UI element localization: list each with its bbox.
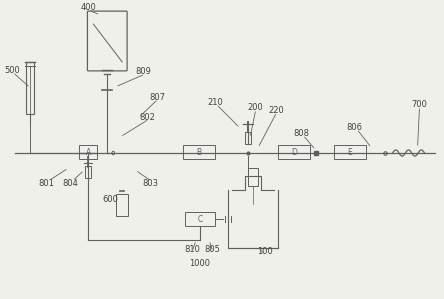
Text: 220: 220 [268,106,284,115]
Text: 807: 807 [149,92,165,101]
Text: 809: 809 [135,68,151,77]
Text: 400: 400 [80,4,96,13]
Bar [79,145,97,159]
Text: 500: 500 [4,65,20,74]
Text: 804: 804 [63,179,78,187]
Bar [278,145,310,159]
Bar [116,194,128,216]
Text: 810: 810 [184,245,200,254]
Bar [27,62,35,114]
Text: 700: 700 [412,100,428,109]
Text: 806: 806 [347,123,363,132]
Text: B: B [197,147,202,156]
Text: 210: 210 [207,97,223,106]
Text: C: C [198,214,202,223]
Bar [183,145,215,159]
Text: 803: 803 [142,179,158,187]
Bar [248,168,258,186]
Text: 805: 805 [204,245,220,254]
Bar [334,145,366,159]
Bar [185,212,215,226]
Text: 200: 200 [247,103,263,112]
Text: 100: 100 [257,248,273,257]
Bar [85,166,91,178]
Text: E: E [347,147,352,156]
Text: A: A [86,147,91,156]
Text: 802: 802 [139,112,155,121]
Text: 808: 808 [294,129,310,138]
Text: 1000: 1000 [190,260,210,269]
Text: 600: 600 [102,196,118,205]
Text: 801: 801 [39,179,54,187]
Bar [245,132,251,144]
Text: D: D [291,147,297,156]
